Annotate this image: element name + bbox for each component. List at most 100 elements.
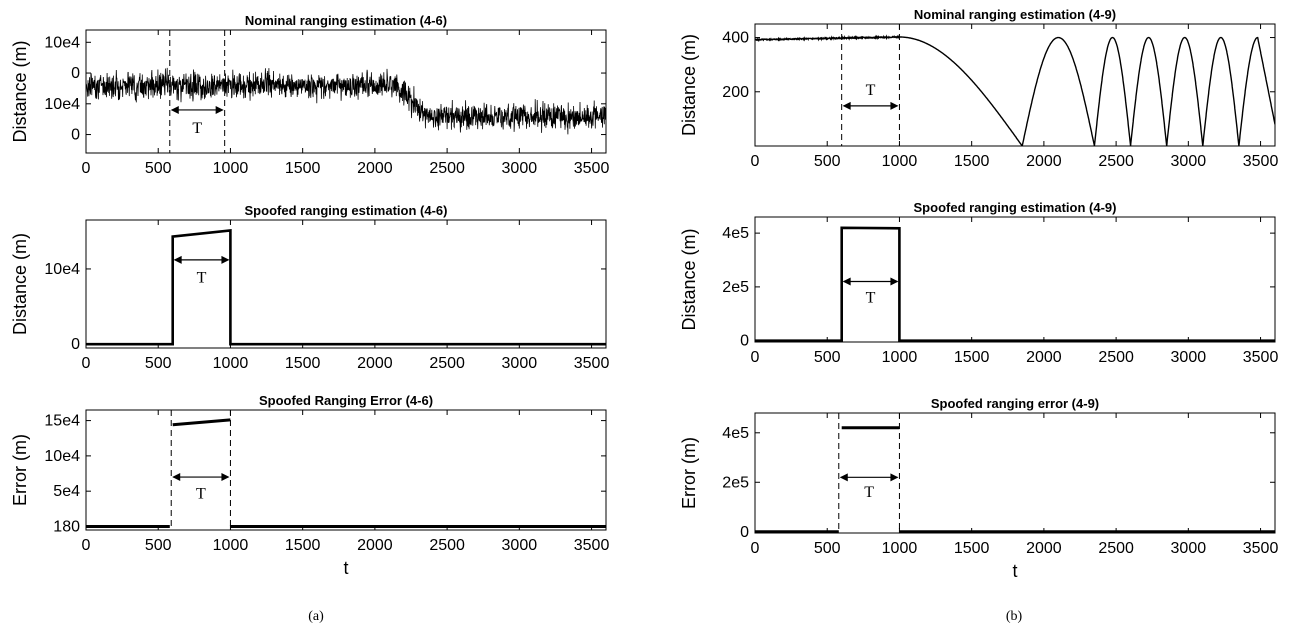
- arrowhead-right-icon: [221, 473, 230, 482]
- arrowhead-right-icon: [890, 101, 899, 110]
- y-axis-label: Distance (m): [679, 228, 699, 330]
- x-tick-label: 500: [814, 540, 841, 557]
- x-tick-label: 2000: [357, 355, 393, 372]
- y-tick-label: 10e4: [44, 261, 80, 278]
- window-label: T: [866, 289, 876, 306]
- x-tick-label: 0: [751, 349, 760, 366]
- arrowhead-right-icon: [215, 105, 224, 114]
- x-tick-label: 0: [82, 537, 91, 554]
- axes-box: [85, 409, 607, 531]
- x-tick-label: 3000: [1171, 540, 1207, 557]
- y-tick-label: 0: [740, 333, 749, 350]
- window-label: T: [192, 120, 202, 137]
- arrowhead-left-icon: [839, 473, 848, 482]
- arrowhead-right-icon: [221, 255, 230, 264]
- x-axis-label: t: [343, 558, 348, 578]
- x-tick-label: 500: [814, 153, 841, 170]
- plot-area: [755, 34, 1275, 146]
- x-tick-label: 3500: [574, 537, 610, 554]
- x-tick-label: 2000: [357, 160, 393, 177]
- x-tick-label: 1500: [285, 537, 321, 554]
- y-tick-label: 2e5: [722, 279, 749, 296]
- x-tick-label: 0: [82, 355, 91, 372]
- axes-box: [85, 219, 607, 349]
- x-tick-label: 0: [751, 153, 760, 170]
- plot-area: [86, 229, 606, 346]
- x-tick-label: 1000: [882, 153, 918, 170]
- x-tick-label: 2500: [1098, 540, 1134, 557]
- x-tick-label: 1000: [882, 540, 918, 557]
- window-label: T: [196, 486, 206, 503]
- x-tick-label: 1500: [285, 160, 321, 177]
- caption-a: (a): [308, 609, 324, 624]
- arrowhead-right-icon: [890, 473, 899, 482]
- y-tick-label: 10e4: [44, 34, 80, 51]
- arrowhead-left-icon: [842, 277, 851, 286]
- panel-b2: Spoofed ranging estimation (4-9) Distance…: [679, 200, 1278, 366]
- y-axis-label: Error (m): [679, 437, 699, 509]
- x-tick-label: 2000: [357, 537, 393, 554]
- y-tick-label: 200: [722, 84, 749, 101]
- x-tick-label: 500: [145, 537, 172, 554]
- x-tick-label: 0: [82, 160, 91, 177]
- x-tick-label: 2500: [429, 355, 465, 372]
- x-tick-label: 2000: [1026, 153, 1062, 170]
- axes-box: [85, 29, 607, 154]
- y-axis-label: Error (m): [10, 434, 30, 506]
- chart-title: Nominal ranging estimation (4-6): [245, 13, 447, 28]
- y-tick-label: 2e5: [722, 474, 749, 491]
- x-tick-label: 2000: [1026, 349, 1062, 366]
- plot-area: [86, 67, 606, 135]
- series-line: [755, 34, 1275, 146]
- x-tick-label: 3000: [1171, 349, 1207, 366]
- x-tick-label: 3500: [574, 355, 610, 372]
- window-label: T: [197, 269, 207, 286]
- y-axis-label: Distance (m): [679, 34, 699, 136]
- plot-area: [86, 418, 606, 528]
- panel-b1: Nominal ranging estimation (4-9) Distance…: [679, 7, 1278, 170]
- x-tick-label: 3000: [502, 160, 538, 177]
- axes-box: [754, 216, 1276, 343]
- caption-b: (b): [1006, 609, 1023, 624]
- x-tick-label: 500: [145, 355, 172, 372]
- x-tick-label: 1500: [954, 540, 990, 557]
- x-tick-label: 500: [145, 160, 172, 177]
- x-tick-label: 1000: [213, 160, 249, 177]
- arrowhead-left-icon: [172, 473, 181, 482]
- x-axis-label: t: [1012, 561, 1017, 581]
- x-tick-label: 2500: [1098, 349, 1134, 366]
- x-tick-label: 3000: [1171, 153, 1207, 170]
- y-axis-label: Distance (m): [10, 233, 30, 335]
- x-tick-label: 0: [751, 540, 760, 557]
- x-tick-label: 2500: [1098, 153, 1134, 170]
- x-tick-label: 3500: [574, 160, 610, 177]
- y-tick-label: 0: [71, 127, 80, 144]
- x-tick-label: 2000: [1026, 540, 1062, 557]
- y-tick-label: 0: [71, 336, 80, 353]
- chart-title: Nominal ranging estimation (4-9): [914, 7, 1116, 22]
- y-tick-label: 4e5: [722, 225, 749, 242]
- arrowhead-left-icon: [173, 255, 182, 264]
- chart-title: Spoofed ranging estimation (4-9): [914, 200, 1117, 215]
- plot-area: [755, 426, 1275, 533]
- chart-title: Spoofed Ranging Error (4-6): [259, 393, 433, 408]
- y-tick-label: 4e5: [722, 425, 749, 442]
- chart-title: Spoofed ranging error (4-9): [931, 396, 1099, 411]
- series-line: [755, 226, 1275, 342]
- window-label: T: [866, 82, 876, 99]
- x-tick-label: 2500: [429, 537, 465, 554]
- window-label: T: [864, 484, 874, 501]
- x-tick-label: 1500: [954, 349, 990, 366]
- x-tick-label: 3000: [502, 355, 538, 372]
- x-tick-label: 3500: [1243, 153, 1279, 170]
- x-tick-label: 500: [814, 349, 841, 366]
- panel-b3: Spoofed ranging error (4-9) Error (m) t 0 50…: [679, 396, 1278, 581]
- y-tick-label: 180: [53, 518, 80, 535]
- y-tick-label: 10e4: [44, 448, 80, 465]
- y-axis-label: Distance (m): [10, 40, 30, 142]
- arrowhead-left-icon: [170, 105, 179, 114]
- series-line-noisy: [86, 67, 606, 135]
- plot-area: [755, 226, 1275, 342]
- x-tick-label: 1000: [213, 355, 249, 372]
